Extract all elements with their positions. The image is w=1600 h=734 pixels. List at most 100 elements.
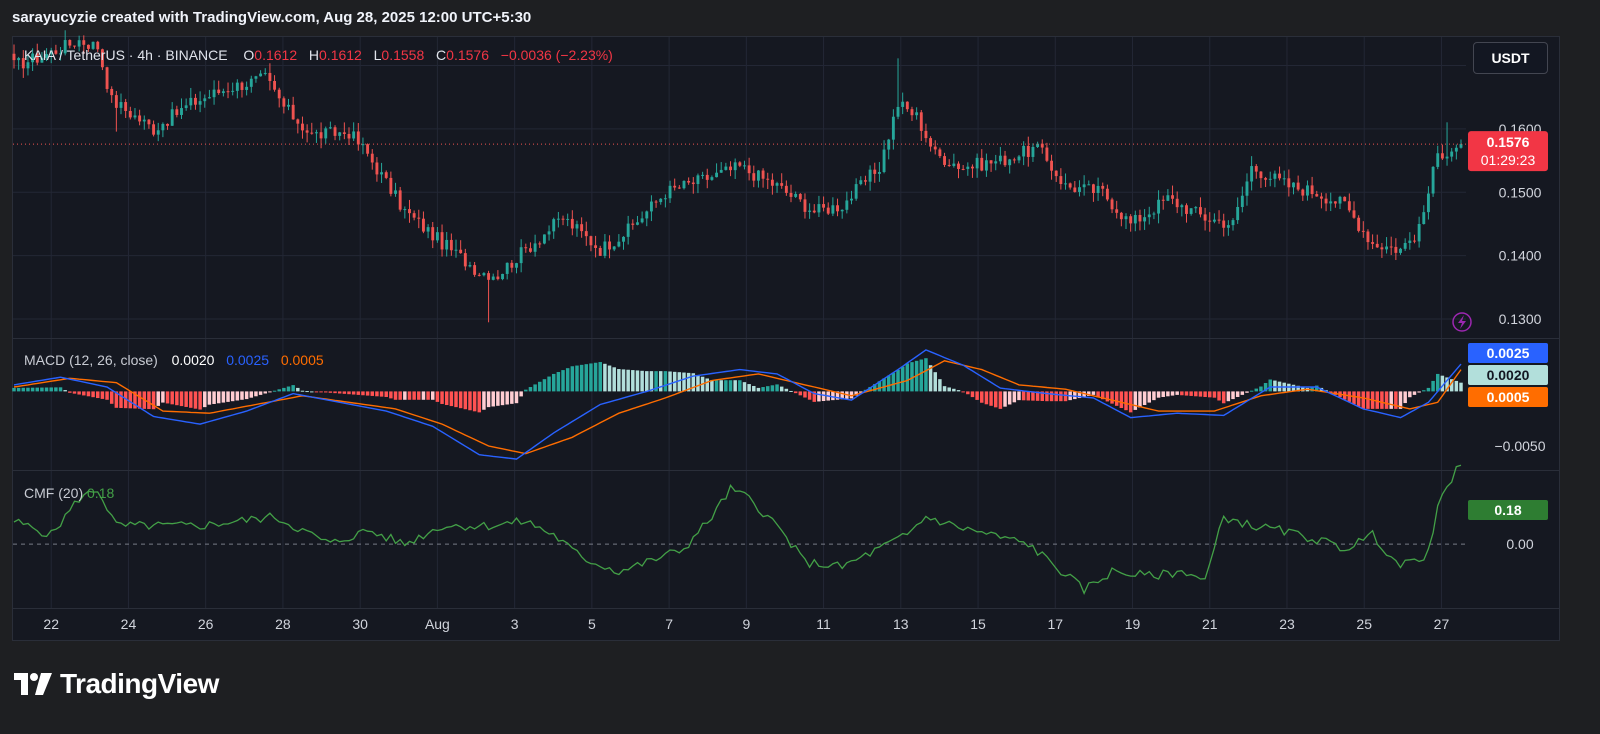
cmf-axis-label: 0.00 (1506, 536, 1533, 552)
candle (235, 82, 239, 91)
macd-hist-bar (989, 391, 993, 406)
time-axis-label: 13 (893, 616, 909, 632)
macd-hist-bar (1194, 391, 1198, 397)
candle (361, 144, 365, 146)
symbol-label[interactable]: KAIA / TetherUS · 4h · BINANCE (24, 47, 228, 63)
currency-unit-button[interactable]: USDT (1473, 42, 1548, 74)
macd-hist-bar (128, 391, 133, 409)
macd-hist-bar (789, 390, 793, 392)
candle (980, 157, 984, 171)
macd-hist-bar (1221, 391, 1226, 404)
macd-hist-bar (966, 391, 970, 395)
candle (529, 248, 532, 252)
macd-hist-bar (1175, 391, 1179, 395)
macd-hist-bar (1184, 391, 1189, 396)
macd-hist-bar (426, 391, 430, 400)
macd-hist-bar (998, 391, 1003, 409)
candle (352, 131, 356, 139)
candle (305, 130, 309, 133)
candle (1203, 214, 1207, 221)
time-axis-label: 28 (275, 616, 291, 632)
macd-hist-bar (342, 391, 347, 394)
macd-hist-bar (216, 391, 221, 404)
macd-hist-bar (793, 391, 798, 394)
candle (417, 217, 421, 219)
candle (933, 146, 937, 150)
candle (673, 185, 677, 188)
macd-hist-bar (123, 391, 128, 409)
macd-hist-bar (593, 362, 598, 392)
macd-hist-bar (589, 363, 593, 392)
macd-hist-bar (16, 387, 21, 392)
candle (435, 232, 439, 241)
candle (1078, 187, 1081, 192)
macd-hist-bar (398, 391, 402, 400)
close-value: 0.1576 (446, 47, 489, 63)
tradingview-logo[interactable]: TradingView (14, 668, 219, 700)
lightning-icon-ring (1452, 312, 1472, 332)
macd-hist-bar (1459, 382, 1463, 392)
macd-hist-bar (500, 391, 505, 406)
macd-hist-bar (603, 363, 607, 392)
candle (584, 231, 588, 237)
macd-hist-bar (156, 391, 160, 406)
macd-line-tag: 0.0025 (1468, 343, 1548, 363)
candle (1245, 181, 1249, 196)
candle (938, 149, 942, 157)
macd-hist-bar (444, 391, 449, 406)
candle (1101, 185, 1105, 189)
macd-hist-bar (1156, 391, 1161, 398)
candle (394, 190, 397, 194)
macd-hist-bar (1398, 391, 1403, 409)
macd-hist-bar (984, 391, 989, 405)
macd-hist-bar (626, 369, 630, 392)
candle (701, 174, 705, 176)
macd-hist-bar (882, 378, 886, 392)
cmf-value-tag: 0.18 (1468, 500, 1548, 520)
macd-hist-bar (1087, 391, 1091, 396)
macd-hist-bar (137, 391, 142, 409)
candle (691, 182, 695, 185)
macd-hist-bar (337, 391, 342, 394)
candle (487, 273, 491, 280)
macd-hist-bar (631, 370, 635, 392)
macd-hist-bar (803, 391, 807, 398)
macd-hist-bar (286, 386, 291, 392)
candle (128, 110, 132, 118)
macd-hist-bar (1189, 391, 1193, 396)
macd-hist-bar (961, 391, 965, 393)
candle (687, 180, 691, 183)
candle (1413, 240, 1416, 242)
macd-hist-bar (491, 391, 495, 407)
macd-hist-bar (440, 391, 444, 404)
candle (1138, 214, 1142, 222)
macd-hist-bar (370, 391, 375, 396)
low-value: 0.1558 (381, 47, 425, 63)
candle (1124, 216, 1128, 220)
candle (12, 53, 16, 61)
macd-hist-bar (551, 373, 556, 392)
candle (808, 210, 812, 212)
candle (380, 172, 384, 175)
macd-hist-bar (435, 391, 440, 402)
time-axis-label: 27 (1434, 616, 1450, 632)
macd-title[interactable]: MACD (12, 26, close) (24, 352, 158, 368)
candle (1012, 159, 1016, 161)
candle (1226, 225, 1230, 228)
macd-hist-bar (752, 385, 756, 392)
macd-hist-bar (975, 391, 979, 400)
macd-hist-bar (272, 390, 277, 392)
candle (1287, 178, 1291, 188)
cmf-title[interactable]: CMF (20) (24, 485, 84, 501)
macd-hist-bar (72, 391, 77, 394)
macd-hist-bar (1249, 390, 1254, 392)
macd-value: 0.0020 (171, 352, 215, 368)
candle (775, 183, 779, 186)
candle (524, 247, 528, 249)
time-axis-label: 19 (1125, 616, 1141, 632)
candle (68, 40, 72, 46)
candle (273, 80, 276, 90)
candle (798, 193, 802, 200)
macd-hist-bar (840, 391, 844, 400)
